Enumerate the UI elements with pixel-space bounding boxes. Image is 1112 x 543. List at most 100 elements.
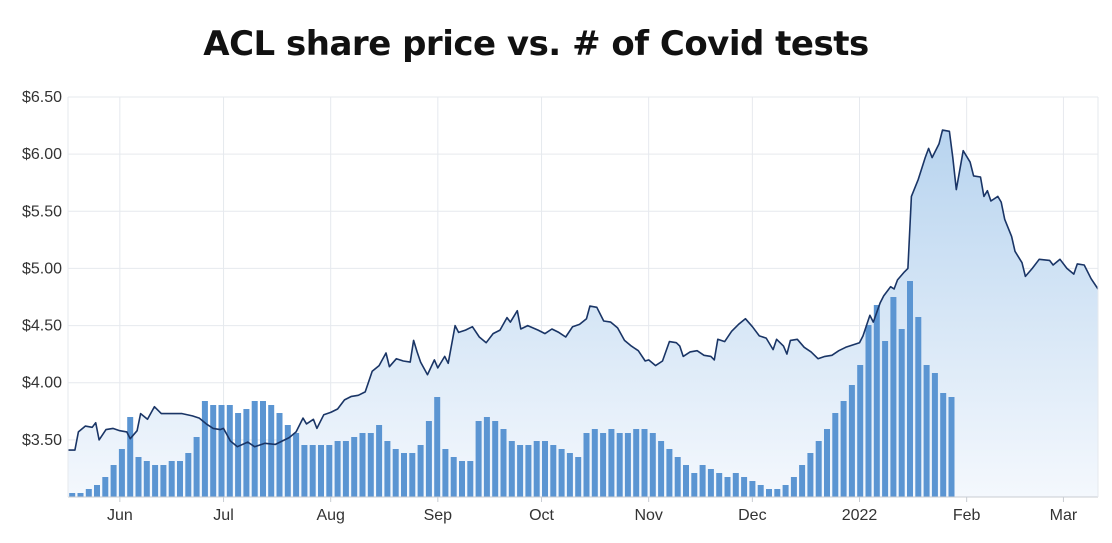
- x-tick-label: Aug: [316, 507, 344, 524]
- y-tick-label: $4.50: [22, 318, 62, 335]
- test-bar: [508, 441, 515, 497]
- test-bar: [293, 433, 300, 497]
- test-bar: [94, 485, 100, 497]
- y-tick-label: $4.00: [22, 375, 62, 392]
- test-bar: [351, 437, 358, 497]
- price-area: [68, 130, 1098, 497]
- test-bar: [873, 305, 880, 497]
- test-bar: [550, 445, 557, 497]
- price-line: [68, 129, 1099, 451]
- x-tick-label: 2022: [842, 507, 878, 524]
- bar-layer: [69, 281, 955, 497]
- area-layer: [68, 130, 1098, 497]
- test-bar: [201, 401, 208, 497]
- test-bar: [218, 405, 225, 497]
- test-bar: [832, 413, 839, 497]
- test-bar: [674, 457, 681, 497]
- test-bar: [600, 433, 607, 497]
- test-bar: [766, 489, 772, 497]
- test-bar: [459, 461, 465, 497]
- test-bar: [533, 441, 540, 497]
- test-bar: [517, 445, 524, 497]
- test-bar: [251, 401, 258, 497]
- test-bar: [434, 397, 441, 497]
- test-bar: [923, 365, 930, 497]
- test-bar: [691, 473, 698, 497]
- test-bar: [135, 457, 142, 497]
- test-bar: [749, 481, 756, 497]
- test-bar: [376, 425, 383, 497]
- test-bar: [666, 449, 673, 497]
- test-bar: [85, 489, 92, 497]
- test-bar: [301, 445, 308, 497]
- test-bar: [782, 485, 789, 497]
- line-layer: [68, 129, 1099, 451]
- test-bar: [118, 449, 125, 497]
- test-bar: [284, 425, 291, 497]
- y-tick-label: $6.00: [22, 146, 62, 163]
- test-bar: [483, 417, 490, 497]
- test-bar: [575, 457, 582, 497]
- y-tick-label: $6.50: [22, 89, 62, 106]
- test-bar: [401, 453, 407, 497]
- test-bar: [326, 445, 333, 497]
- test-bar: [309, 445, 316, 497]
- test-bar: [898, 329, 905, 497]
- test-bar: [185, 453, 192, 497]
- test-bar: [774, 489, 781, 497]
- test-bar: [848, 385, 855, 497]
- test-bar: [741, 477, 748, 497]
- y-tick-label: $3.50: [22, 432, 62, 449]
- x-tick-label: Sep: [424, 507, 453, 524]
- test-bar: [318, 445, 324, 497]
- test-bar: [367, 433, 374, 497]
- test-bar: [633, 429, 640, 497]
- x-tick-label: Mar: [1050, 507, 1078, 524]
- test-bar: [467, 461, 474, 497]
- test-bar: [69, 493, 76, 497]
- test-bar: [649, 433, 656, 497]
- test-bar: [591, 429, 598, 497]
- test-bar: [608, 429, 615, 497]
- x-tick-label: Jul: [213, 507, 233, 524]
- test-bar: [790, 477, 797, 497]
- test-bar: [475, 421, 482, 497]
- test-bar: [243, 409, 250, 497]
- test-bar: [110, 465, 117, 497]
- test-bar: [716, 473, 723, 497]
- test-bar: [168, 461, 175, 497]
- test-bar: [807, 453, 814, 497]
- test-bar: [699, 465, 706, 497]
- test-bar: [683, 465, 689, 497]
- test-bar: [658, 441, 665, 497]
- test-bar: [260, 401, 266, 497]
- x-tick-label: Jun: [107, 507, 133, 524]
- x-tick-label: Dec: [738, 507, 766, 524]
- x-tick-label: Nov: [634, 507, 662, 524]
- test-bar: [890, 297, 897, 497]
- test-bar: [915, 317, 922, 497]
- test-bar: [334, 441, 341, 497]
- test-bar: [235, 413, 242, 497]
- test-bar: [77, 493, 84, 497]
- test-bar: [931, 373, 938, 497]
- test-bar: [177, 461, 183, 497]
- test-bar: [143, 461, 150, 497]
- y-tick-label: $5.00: [22, 260, 62, 277]
- test-bar: [865, 325, 872, 497]
- test-bar: [160, 465, 167, 497]
- test-bar: [641, 429, 648, 497]
- test-bar: [342, 441, 349, 497]
- test-bar: [492, 421, 499, 497]
- test-bar: [724, 477, 731, 497]
- x-tick-label: Oct: [529, 507, 554, 524]
- chart-title: ACL share price vs. # of Covid tests: [203, 24, 869, 64]
- y-tick-label: $5.50: [22, 203, 62, 220]
- test-bar: [542, 441, 548, 497]
- test-bar: [907, 281, 913, 497]
- test-bar: [152, 465, 159, 497]
- test-bar: [384, 441, 391, 497]
- test-bar: [815, 441, 822, 497]
- test-bar: [824, 429, 830, 497]
- test-bar: [732, 473, 739, 497]
